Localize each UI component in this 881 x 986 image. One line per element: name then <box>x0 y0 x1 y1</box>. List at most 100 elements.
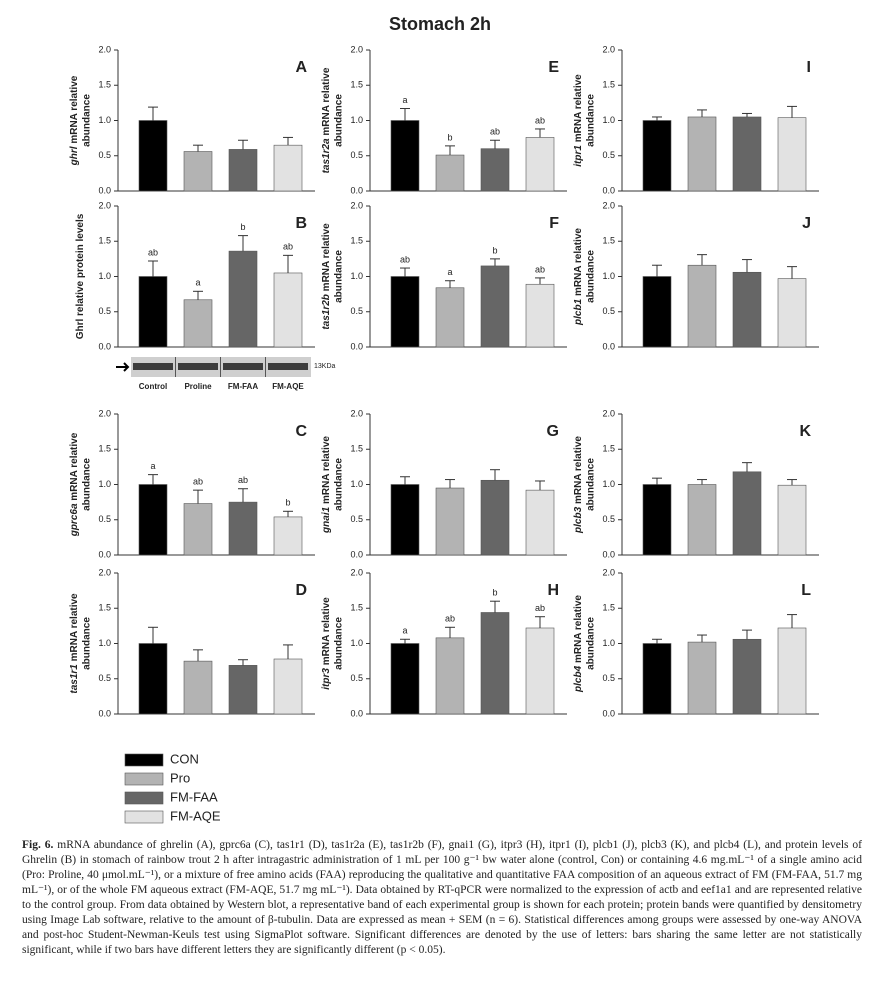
significance-letter: ab <box>535 264 545 274</box>
significance-letter: b <box>285 498 290 508</box>
y-axis-label-line: mRNA relative <box>573 74 584 142</box>
panel-letter: E <box>548 59 559 76</box>
y-axis-label: abundance <box>586 250 597 303</box>
y-axis-label: abundance <box>334 250 345 303</box>
panel-letter: C <box>295 423 307 440</box>
legend-swatch <box>124 772 164 786</box>
y-tick-label: 1.0 <box>98 271 111 281</box>
gene-name: gprc6a <box>69 503 80 537</box>
blot-label: FM-AQE <box>272 382 304 391</box>
bar <box>228 665 258 715</box>
y-tick-label: 0.5 <box>602 514 615 524</box>
y-tick-label: 2.0 <box>602 200 615 210</box>
y-axis-label: tas1r2a mRNA relative <box>321 67 332 173</box>
significance-letter: a <box>195 278 200 288</box>
gene-name: gnai1 <box>321 506 332 534</box>
significance-letter: a <box>150 461 155 471</box>
y-tick-label: 1.5 <box>98 236 111 246</box>
y-tick-label: 0.5 <box>98 150 111 160</box>
y-tick-label: 0.5 <box>98 673 111 683</box>
bar <box>732 116 762 192</box>
blot-band <box>268 363 308 370</box>
y-tick-label: 0.0 <box>350 341 363 351</box>
y-tick-label: 1.0 <box>350 115 363 125</box>
bar <box>273 272 303 348</box>
y-tick-label: 0.0 <box>98 549 111 559</box>
bar <box>183 151 213 192</box>
bar <box>228 250 258 348</box>
blot-label: Control <box>139 382 167 391</box>
y-tick-label: 1.0 <box>350 479 363 489</box>
significance-letter: a <box>402 626 407 636</box>
bar <box>687 116 717 192</box>
bar <box>480 612 510 715</box>
y-tick-label: 0.0 <box>602 185 615 195</box>
legend-swatch <box>124 810 164 824</box>
significance-letter: b <box>447 132 452 142</box>
y-tick-label: 2.0 <box>350 200 363 210</box>
y-tick-label: 1.0 <box>602 479 615 489</box>
y-tick-label: 0.5 <box>350 673 363 683</box>
y-axis-label: tas1r2b mRNA relative <box>321 223 332 330</box>
y-tick-label: 1.0 <box>602 115 615 125</box>
blot-label: FM-FAA <box>228 382 258 391</box>
bar <box>228 501 258 556</box>
y-tick-label: 0.0 <box>350 549 363 559</box>
bar <box>138 484 168 556</box>
y-tick-label: 2.0 <box>350 408 363 418</box>
bar <box>480 479 510 556</box>
legend-label: CON <box>170 751 199 766</box>
gene-name: itpr3 <box>321 668 332 690</box>
y-tick-label: 2.0 <box>98 44 111 54</box>
y-axis-label: abundance <box>586 94 597 147</box>
bar <box>390 484 420 556</box>
bar <box>435 487 465 556</box>
bar <box>732 271 762 348</box>
panel-letter: D <box>295 582 307 599</box>
bar <box>273 658 303 715</box>
gene-name: tas1r2a <box>321 138 332 173</box>
bar <box>525 627 555 715</box>
y-axis-label-line: Ghrl relative protein levels <box>75 213 86 339</box>
y-axis-label: itpr1 mRNA relative <box>573 74 584 167</box>
bar <box>183 660 213 715</box>
gene-name: plcb1 <box>573 298 584 326</box>
y-axis-label: abundance <box>82 458 93 511</box>
y-axis-label: abundance <box>334 94 345 147</box>
y-axis-label-line: mRNA relative <box>69 432 80 500</box>
y-tick-label: 2.0 <box>98 200 111 210</box>
gene-name: plcb4 <box>573 665 584 693</box>
y-axis-label: tas1r1 mRNA relative <box>69 593 80 694</box>
bar <box>732 471 762 556</box>
gene-name: ghrl <box>69 146 80 166</box>
significance-letter: ab <box>535 603 545 613</box>
significance-letter: a <box>447 267 452 277</box>
y-tick-label: 1.0 <box>350 638 363 648</box>
y-axis-label: ghrl mRNA relative <box>69 75 80 166</box>
bar <box>138 120 168 192</box>
bar <box>480 265 510 348</box>
bar <box>777 627 807 715</box>
y-tick-label: 2.0 <box>602 567 615 577</box>
y-tick-label: 1.5 <box>350 603 363 613</box>
y-tick-label: 2.0 <box>98 567 111 577</box>
legend-swatch <box>124 753 164 767</box>
y-axis-label-line: mRNA relative <box>573 436 584 504</box>
legend-label: Pro <box>170 770 190 785</box>
caption-label: Fig. 6. <box>22 839 54 851</box>
blot-band <box>133 363 173 370</box>
y-axis-label: plcb1 mRNA relative <box>573 228 584 326</box>
legend-swatch <box>124 791 164 805</box>
panel-letter: B <box>295 215 307 232</box>
y-tick-label: 1.0 <box>98 638 111 648</box>
y-tick-label: 0.5 <box>350 306 363 316</box>
significance-letter: b <box>492 588 497 598</box>
y-tick-label: 1.5 <box>350 80 363 90</box>
significance-letter: ab <box>238 475 248 485</box>
bar <box>390 120 420 192</box>
gene-name: plcb3 <box>573 506 584 534</box>
y-axis-label-line: mRNA relative <box>321 436 332 504</box>
y-tick-label: 2.0 <box>602 44 615 54</box>
y-tick-label: 0.5 <box>98 514 111 524</box>
bar <box>525 283 555 348</box>
